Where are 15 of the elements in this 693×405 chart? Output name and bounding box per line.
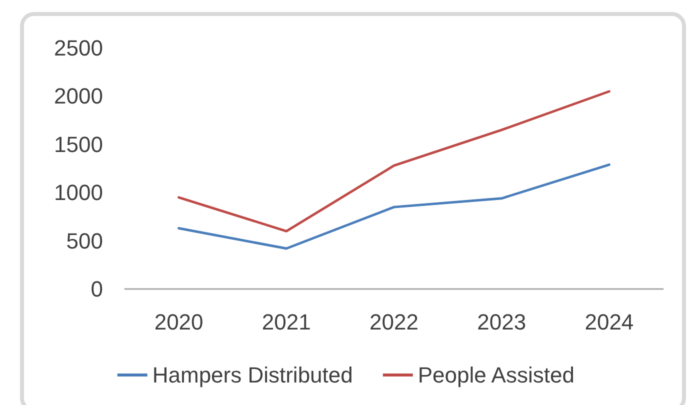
line-series xyxy=(178,163,610,250)
x-tick-label: 2020 xyxy=(154,310,204,334)
y-tick-label: 500 xyxy=(66,228,103,254)
y-tick-label: 1000 xyxy=(54,180,103,206)
y-tick-label: 0 xyxy=(90,276,103,302)
x-tick-label: 2021 xyxy=(262,310,311,334)
y-tick-label: 1500 xyxy=(54,132,103,157)
line-series xyxy=(178,90,610,232)
x-tick-label: 2023 xyxy=(477,310,526,334)
x-tick-label: 2022 xyxy=(370,310,418,334)
legend-label: Hampers Distributed xyxy=(152,362,353,388)
x-tick-label: 2024 xyxy=(584,310,634,334)
legend-label: People Assisted xyxy=(418,362,574,388)
y-tick-label: 2000 xyxy=(54,84,103,109)
y-tick-label: 2500 xyxy=(54,36,103,60)
